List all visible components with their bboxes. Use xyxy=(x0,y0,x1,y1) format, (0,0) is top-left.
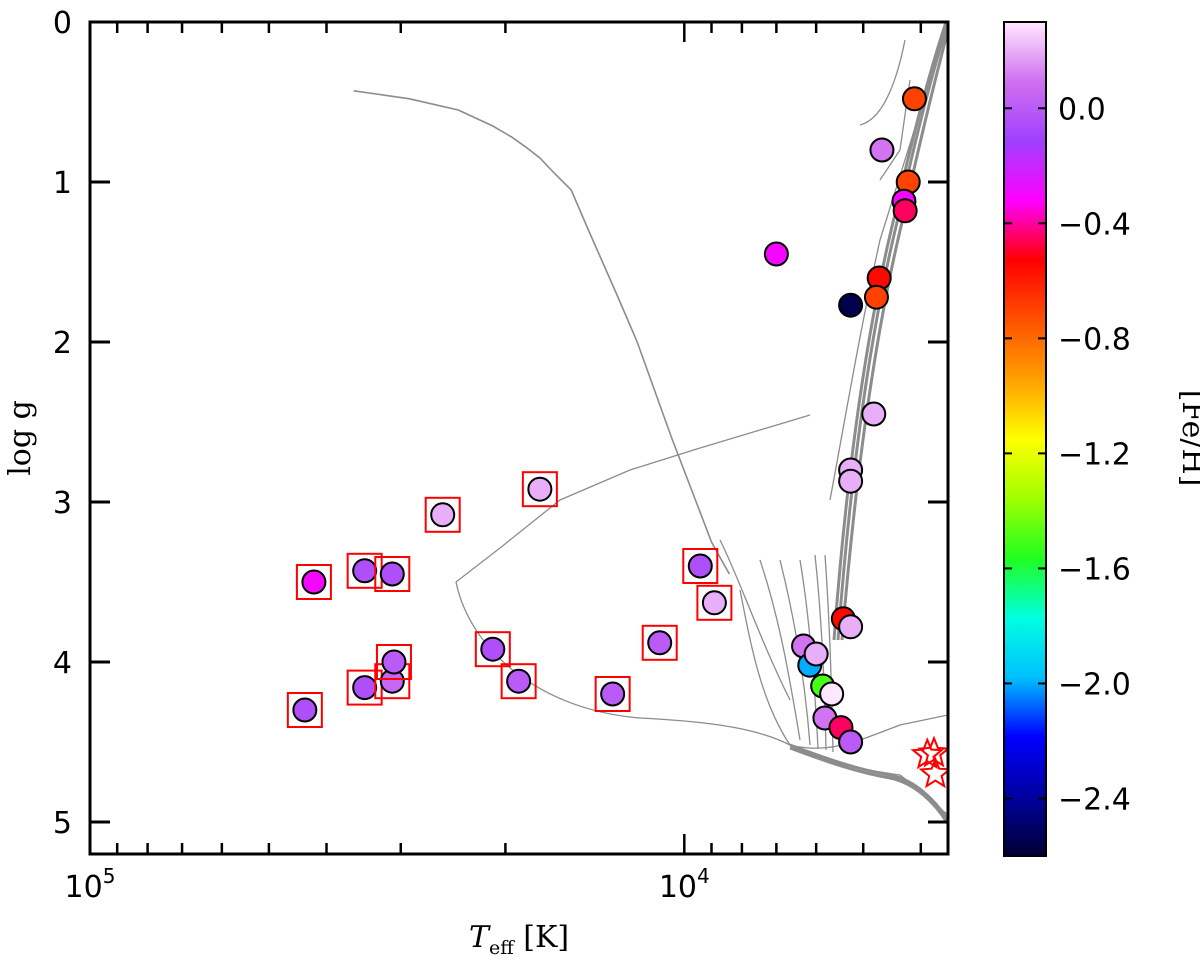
data-point xyxy=(381,649,407,675)
data-point xyxy=(600,681,626,707)
data-point xyxy=(819,681,845,707)
y-tick-label: 1 xyxy=(53,166,72,201)
colorbar-tick-label: −1.2 xyxy=(1058,437,1131,472)
data-point xyxy=(480,636,506,662)
colorbar: 0.0 −0.4 −0.8 −1.2 −1.6 −2.0 −2.4 xyxy=(1003,21,1131,857)
data-point xyxy=(301,569,327,595)
data-point xyxy=(861,401,887,427)
star-marker xyxy=(917,735,948,768)
x-axis-ticks: 105 104 xyxy=(65,22,923,905)
data-point xyxy=(763,241,789,267)
selection-square xyxy=(424,496,461,533)
data-point xyxy=(352,558,378,584)
selection-square xyxy=(286,692,323,728)
data-point xyxy=(838,292,864,318)
y-tick-label: 2 xyxy=(53,326,72,361)
isochrone-band xyxy=(840,29,948,641)
selection-square xyxy=(594,676,631,712)
selection-square xyxy=(682,548,719,584)
data-point xyxy=(838,729,864,755)
colorbar-gradient xyxy=(1003,21,1047,857)
data-point xyxy=(379,561,405,587)
data-point xyxy=(506,668,532,694)
colorbar-tick-label: −0.8 xyxy=(1058,322,1131,357)
data-point xyxy=(430,502,456,528)
selection-square xyxy=(641,624,678,661)
data-point xyxy=(701,590,727,616)
isochrone-line xyxy=(739,589,791,746)
data-point xyxy=(292,697,318,723)
isochrone-line xyxy=(759,559,801,741)
data-point xyxy=(892,198,918,224)
colorbar-tick-label: −2.0 xyxy=(1058,667,1131,702)
plot-frame xyxy=(88,20,950,856)
x-tick-label: 104 xyxy=(659,864,710,905)
colorbar-tick-label: −1.6 xyxy=(1058,552,1131,587)
x-axis-title: Teff [K] xyxy=(469,920,569,959)
colorbar-title: [Fe/H] xyxy=(1175,390,1200,487)
y-tick-label: 5 xyxy=(53,806,72,841)
data-point xyxy=(647,630,673,656)
data-point xyxy=(352,675,378,701)
isochrone-band xyxy=(836,22,948,641)
colorbar-tick-label: −0.4 xyxy=(1058,207,1131,242)
y-tick-label: 3 xyxy=(53,486,72,521)
colorbar-tick-label: −2.4 xyxy=(1058,782,1131,817)
isochrone-band xyxy=(789,746,948,825)
data-point xyxy=(901,86,927,112)
isochrone-line xyxy=(719,539,791,701)
data-point xyxy=(863,284,889,310)
y-tick-label: 4 xyxy=(53,646,72,681)
data-point xyxy=(838,468,864,494)
isochrone-line xyxy=(859,39,906,126)
isochrone-line xyxy=(455,414,811,583)
x-tick-label: 105 xyxy=(65,864,116,905)
selection-square xyxy=(375,644,412,680)
track-line xyxy=(353,90,730,575)
selection-square xyxy=(374,556,411,592)
data-point xyxy=(838,614,864,640)
evolutionary-tracks xyxy=(353,22,948,825)
isochrone-line xyxy=(455,581,791,746)
selection-square xyxy=(295,564,332,600)
isochrone-band xyxy=(789,743,948,821)
selection-square xyxy=(474,631,511,668)
data-point xyxy=(687,553,713,579)
y-axis-ticks: 0 1 2 3 4 5 xyxy=(53,6,948,841)
data-points xyxy=(286,86,948,789)
colorbar-tick-label: 0.0 xyxy=(1058,92,1106,127)
selection-square xyxy=(500,663,537,700)
y-tick-label: 0 xyxy=(53,6,72,41)
selection-square xyxy=(696,584,733,621)
data-point xyxy=(527,476,553,502)
isochrone-band xyxy=(832,22,948,641)
star-marker xyxy=(918,756,948,789)
isochrone-line xyxy=(829,22,948,501)
selection-square xyxy=(521,471,558,508)
data-point xyxy=(869,137,895,163)
data-point xyxy=(803,641,829,667)
y-axis-title: log g xyxy=(3,400,38,476)
